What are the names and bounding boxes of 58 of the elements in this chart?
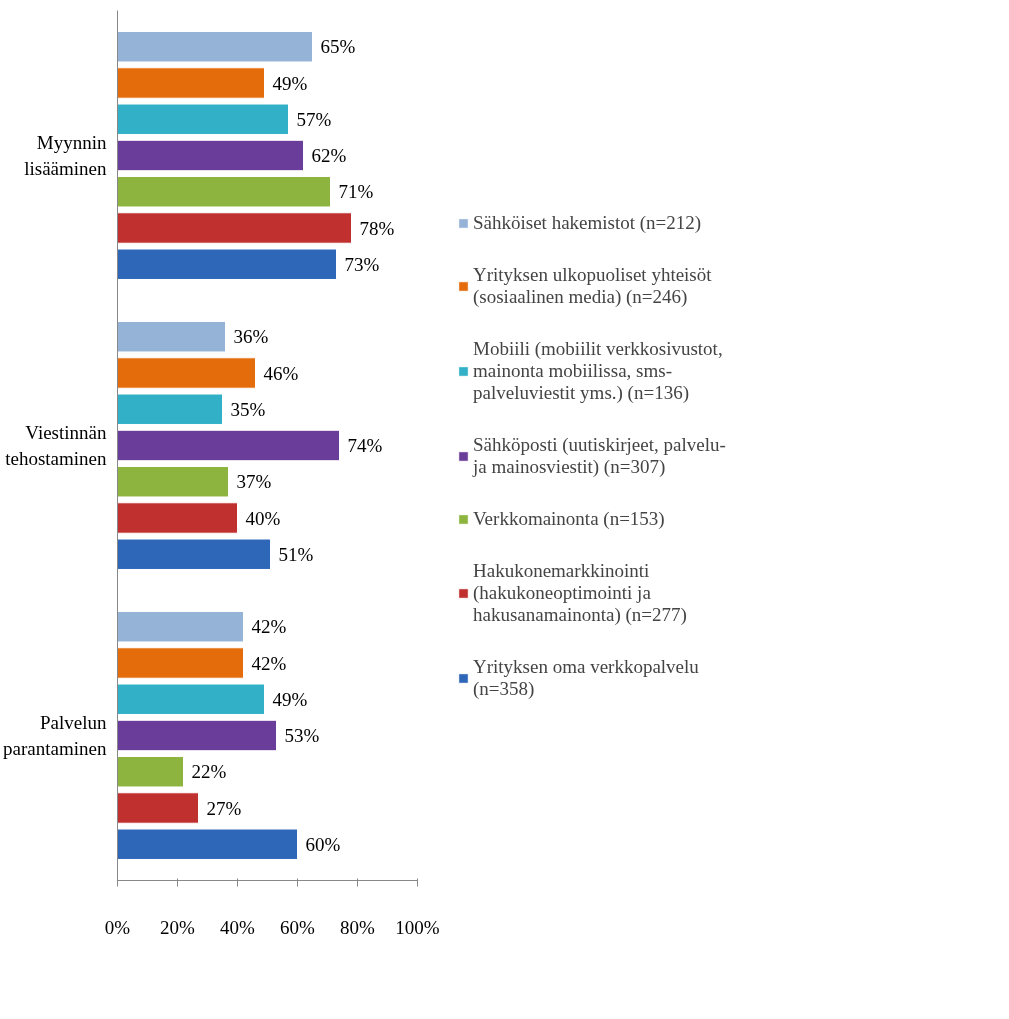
x-tick-label: 40%: [220, 916, 256, 938]
x-tick-label: 60%: [280, 916, 316, 938]
x-tick-label: 20%: [160, 916, 196, 938]
bar: [117, 357, 256, 389]
bar: [117, 683, 265, 715]
legend-label: Yrityksen oma verkkopalvelu (n=358): [473, 656, 699, 700]
legend-label: Yrityksen ulkopuoliset yhteisöt (sosiaalinen media) (n=246): [473, 264, 712, 308]
data-label: 22%: [191, 761, 227, 783]
bar: [117, 502, 238, 534]
data-label: 65%: [320, 36, 356, 58]
data-label: 71%: [338, 181, 374, 203]
bar: [117, 31, 313, 63]
data-label: 37%: [236, 471, 272, 493]
data-label: 36%: [233, 326, 269, 348]
bar: [117, 466, 229, 498]
bar: [117, 393, 223, 425]
bar: [117, 719, 277, 752]
bar: [117, 611, 244, 643]
bar: [117, 321, 226, 353]
y-tick-label: Palvelun parantaminen: [3, 712, 107, 759]
bar: [117, 139, 304, 172]
legend-label: Sähköposti (uutiskirjeet, palvelu- ja mainosviestit) (n=307): [473, 434, 726, 478]
bar: [117, 429, 340, 462]
bar: [117, 176, 331, 208]
y-tick-label: Myynnin lisääminen: [24, 132, 107, 179]
data-label: 35%: [230, 398, 266, 420]
data-label: 40%: [245, 507, 281, 529]
bar: [117, 828, 298, 860]
legend-label: Verkkomainonta (n=153): [473, 508, 665, 530]
legend-label: Hakukonemarkkinointi (hakukoneoptimointi ja hakusanamainonta) (n=277): [473, 560, 687, 626]
data-label: 60%: [305, 833, 341, 855]
legend-label: Mobiili (mobiilit verkkosivustot, mainonta mobiilissa, sms-palveluviestit yms.) (n=136): [473, 338, 723, 404]
x-tick-label: 0%: [104, 916, 131, 938]
bar: [117, 538, 271, 570]
bar: [117, 103, 289, 135]
data-label: 42%: [251, 616, 287, 638]
data-label: 46%: [263, 362, 299, 384]
data-label: 42%: [251, 652, 287, 674]
bar: [117, 67, 265, 99]
data-label: 27%: [206, 797, 242, 819]
data-label: 78%: [359, 217, 395, 239]
x-tick-label: 100%: [395, 916, 440, 938]
data-label: 49%: [272, 72, 308, 94]
legend-label: Sähköiset hakemistot (n=212): [473, 212, 702, 234]
data-label: 73%: [344, 253, 380, 275]
bar: [117, 647, 244, 679]
bar: [117, 792, 199, 824]
data-label: 62%: [311, 145, 347, 166]
data-label: 57%: [296, 108, 332, 130]
data-label: 74%: [347, 435, 383, 456]
bar: [117, 248, 337, 280]
y-tick-label: Viestinnän tehostaminen: [5, 422, 107, 469]
bar: [117, 756, 184, 788]
data-label: 51%: [278, 543, 314, 565]
bar: [117, 212, 352, 244]
data-label: 49%: [272, 688, 308, 710]
data-label: 53%: [284, 725, 320, 746]
x-tick-label: 80%: [340, 916, 376, 938]
